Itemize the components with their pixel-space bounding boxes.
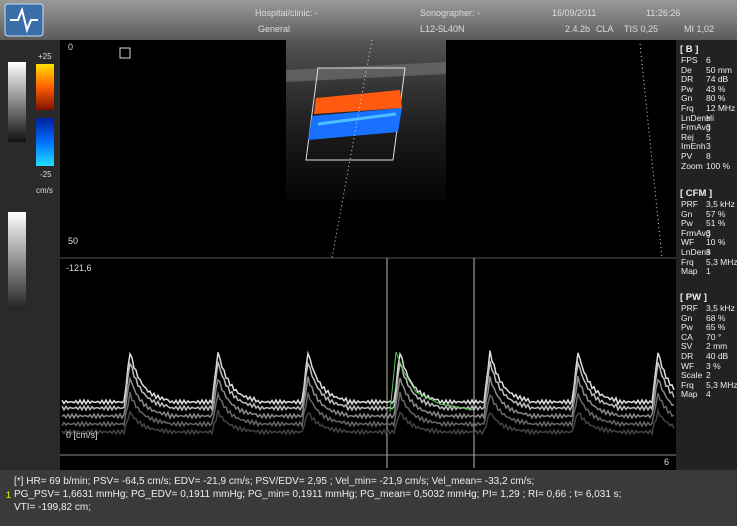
param-label: De	[681, 65, 692, 75]
param-value: 5,3 MHz	[706, 380, 737, 390]
param-label: PRF	[681, 303, 698, 313]
param-label: Map	[681, 266, 698, 276]
velocity-scale-negative	[36, 118, 54, 166]
param-label: ImEnh	[681, 141, 706, 151]
param-label: Gn	[681, 313, 692, 323]
param-label: Map	[681, 389, 698, 399]
param-value: 3,5 kHz	[706, 303, 735, 313]
param-label: Rej	[681, 132, 694, 142]
doppler-gray-map	[8, 212, 26, 310]
param-label: Gn	[681, 209, 692, 219]
screen: Hospital/clinic: - Sonographer: - 16/09/…	[0, 0, 737, 526]
param-label: WF	[681, 237, 694, 247]
param-title: [ PW ]	[680, 292, 707, 303]
tis: TIS 0,25	[624, 24, 658, 34]
measurement-line: [*] HR= 69 b/min; PSV= -64,5 cm/s; EDV= …	[14, 476, 534, 487]
param-value: 2	[706, 370, 711, 380]
probe: L12-5L40N	[420, 24, 465, 34]
param-value: 70 °	[706, 332, 721, 342]
param-label: Pw	[681, 84, 693, 94]
version: 2.4.2b	[565, 24, 590, 34]
param-value: 50 mm	[706, 65, 732, 75]
param-value: 5	[706, 132, 711, 142]
param-label: PV	[681, 151, 692, 161]
top-bar	[0, 0, 737, 40]
param-label: Zoom	[681, 161, 703, 171]
scale-unit: cm/s	[36, 186, 53, 195]
param-value: 6	[706, 55, 711, 65]
param-value: 3	[706, 122, 711, 132]
velocity-scale-positive	[36, 64, 54, 110]
sonographer: Sonographer: -	[420, 8, 480, 18]
param-value: 3,5 kHz	[706, 199, 735, 209]
param-value: Hi	[706, 113, 714, 123]
param-value: 100 %	[706, 161, 730, 171]
measurement-line: VTI= -199,82 cm;	[14, 502, 91, 513]
param-value: 10 %	[706, 237, 725, 247]
scale-max: +25	[38, 52, 52, 61]
doppler-spectrum	[62, 351, 674, 434]
measurement-line: PG_PSV= 1,6631 mmHg; PG_EDV= 0,1911 mmHg…	[14, 489, 621, 500]
param-value: 40 dB	[706, 351, 728, 361]
param-value: 3	[706, 247, 711, 257]
param-value: 68 %	[706, 313, 725, 323]
time-marker: 6	[664, 457, 669, 467]
time: 11:26:26	[646, 8, 680, 18]
baseline-label: 0 [cm/s]	[66, 430, 98, 440]
scale-min: -25	[40, 170, 52, 179]
param-label: FPS	[681, 55, 698, 65]
param-value: 51 %	[706, 218, 725, 228]
param-label: WF	[681, 361, 694, 371]
param-value: 80 %	[706, 93, 725, 103]
marker: 1	[6, 490, 11, 500]
param-title: [ B ]	[680, 44, 698, 55]
param-label: Pw	[681, 218, 693, 228]
depth-top: 0	[68, 42, 73, 52]
param-label: Frq	[681, 380, 694, 390]
param-label: Gn	[681, 93, 692, 103]
param-value: 43 %	[706, 84, 725, 94]
spectrum-trace	[62, 376, 674, 418]
param-label: SV	[681, 341, 692, 351]
param-value: 3 %	[706, 361, 721, 371]
param-value: 4	[706, 389, 711, 399]
param-label: Frq	[681, 103, 694, 113]
date: 16/09/2011	[552, 8, 596, 18]
param-value: 74 dB	[706, 74, 728, 84]
param-value: 2 mm	[706, 341, 727, 351]
param-label: DR	[681, 74, 693, 84]
preset: General	[258, 24, 290, 34]
display	[0, 0, 737, 526]
mode: CLA	[596, 24, 614, 34]
param-value: 8	[706, 151, 711, 161]
param-value: 3	[706, 228, 711, 238]
param-label: Pw	[681, 322, 693, 332]
velocity-top: -121,6	[66, 263, 92, 273]
param-value: 3	[706, 141, 711, 151]
mi: MI 1,02	[684, 24, 714, 34]
param-value: 57 %	[706, 209, 725, 219]
param-label: PRF	[681, 199, 698, 209]
depth-bottom: 50	[68, 236, 78, 246]
param-value: 1	[706, 266, 711, 276]
param-value: 5,3 MHz	[706, 257, 737, 267]
gray-map	[8, 62, 26, 142]
param-title: [ CFM ]	[680, 188, 712, 199]
param-label: CA	[681, 332, 693, 342]
param-label: Scale	[681, 370, 702, 380]
param-label: DR	[681, 351, 693, 361]
spectrum-trace	[62, 392, 674, 426]
param-value: 65 %	[706, 322, 725, 332]
hospital: Hospital/clinic: -	[255, 8, 318, 18]
param-value: 12 MHz	[706, 103, 735, 113]
param-label: Frq	[681, 257, 694, 267]
